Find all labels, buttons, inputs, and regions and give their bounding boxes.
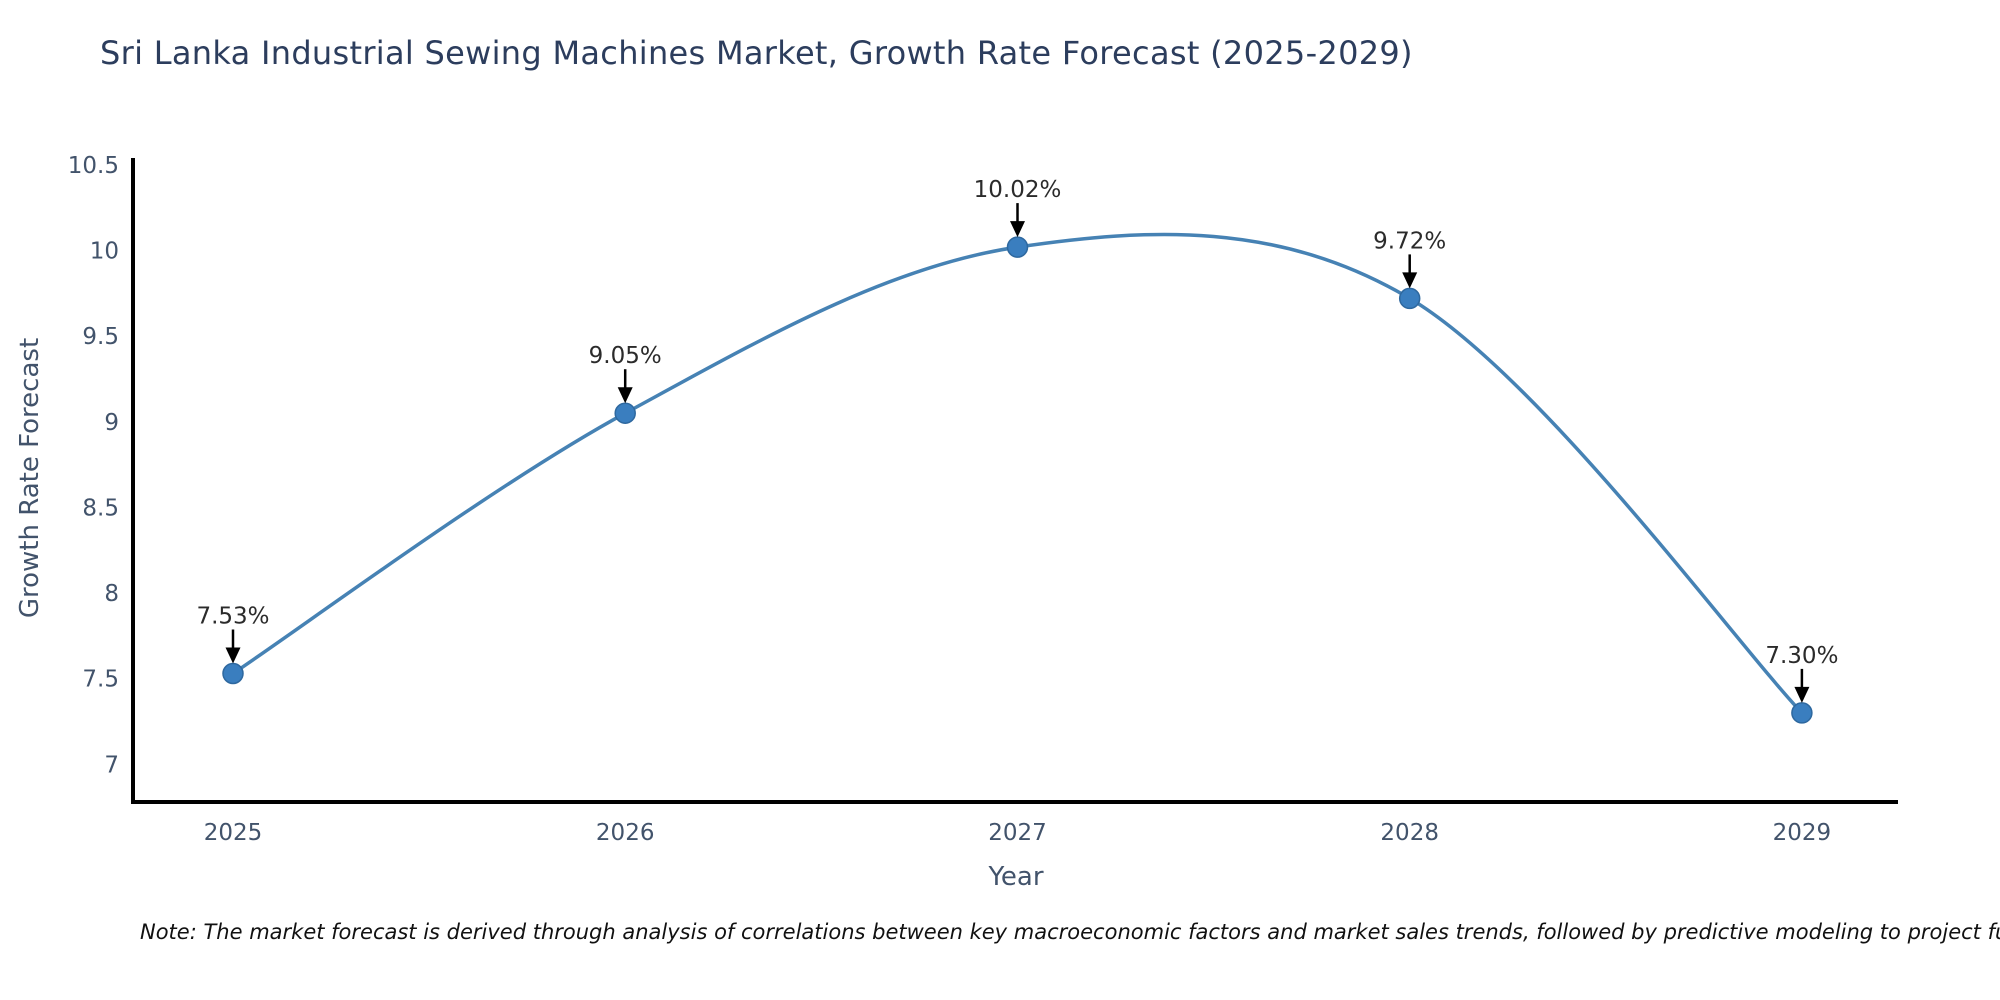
y-tick-label: 10.5 — [68, 153, 119, 179]
point-value-label: 7.53% — [196, 604, 269, 630]
x-tick-label: 2026 — [596, 820, 655, 846]
x-tick-label: 2025 — [204, 820, 263, 846]
y-tick-label: 7.5 — [82, 667, 119, 693]
series-line — [232, 232, 1804, 715]
annotation-arrow-head — [1794, 686, 1810, 703]
axis-spines — [131, 158, 1898, 804]
y-tick-label: 9.5 — [82, 324, 119, 350]
annotation-arrow-head — [1010, 221, 1025, 238]
y-tick-label: 8.5 — [82, 495, 119, 521]
point-value-label: 9.05% — [589, 343, 662, 369]
x-tick-label: 2027 — [988, 820, 1047, 846]
data-point — [614, 402, 636, 424]
point-value-label: 9.72% — [1373, 228, 1446, 254]
data-point — [1791, 702, 1813, 724]
y-tick-label: 8 — [104, 581, 119, 607]
annotation-arrow-head — [617, 387, 633, 404]
y-tick-label: 10 — [90, 239, 119, 265]
chart-note: Note: The market forecast is derived thr… — [140, 920, 2000, 944]
x-tick-label: 2029 — [1773, 820, 1832, 846]
point-value-label: 10.02% — [974, 177, 1062, 203]
point-value-label: 7.30% — [1765, 643, 1838, 669]
x-tick-label: 2028 — [1380, 820, 1439, 846]
y-tick-label: 9 — [104, 410, 119, 436]
data-point — [222, 662, 244, 685]
chart-title: Sri Lanka Industrial Sewing Machines Mar… — [100, 34, 1413, 72]
data-point — [1006, 236, 1029, 258]
annotation-arrow-head — [1402, 272, 1418, 289]
data-point — [1398, 287, 1421, 310]
y-tick-label: 7 — [104, 752, 119, 778]
annotation-arrow-head — [225, 647, 241, 664]
x-axis-title: Year — [988, 862, 1044, 892]
